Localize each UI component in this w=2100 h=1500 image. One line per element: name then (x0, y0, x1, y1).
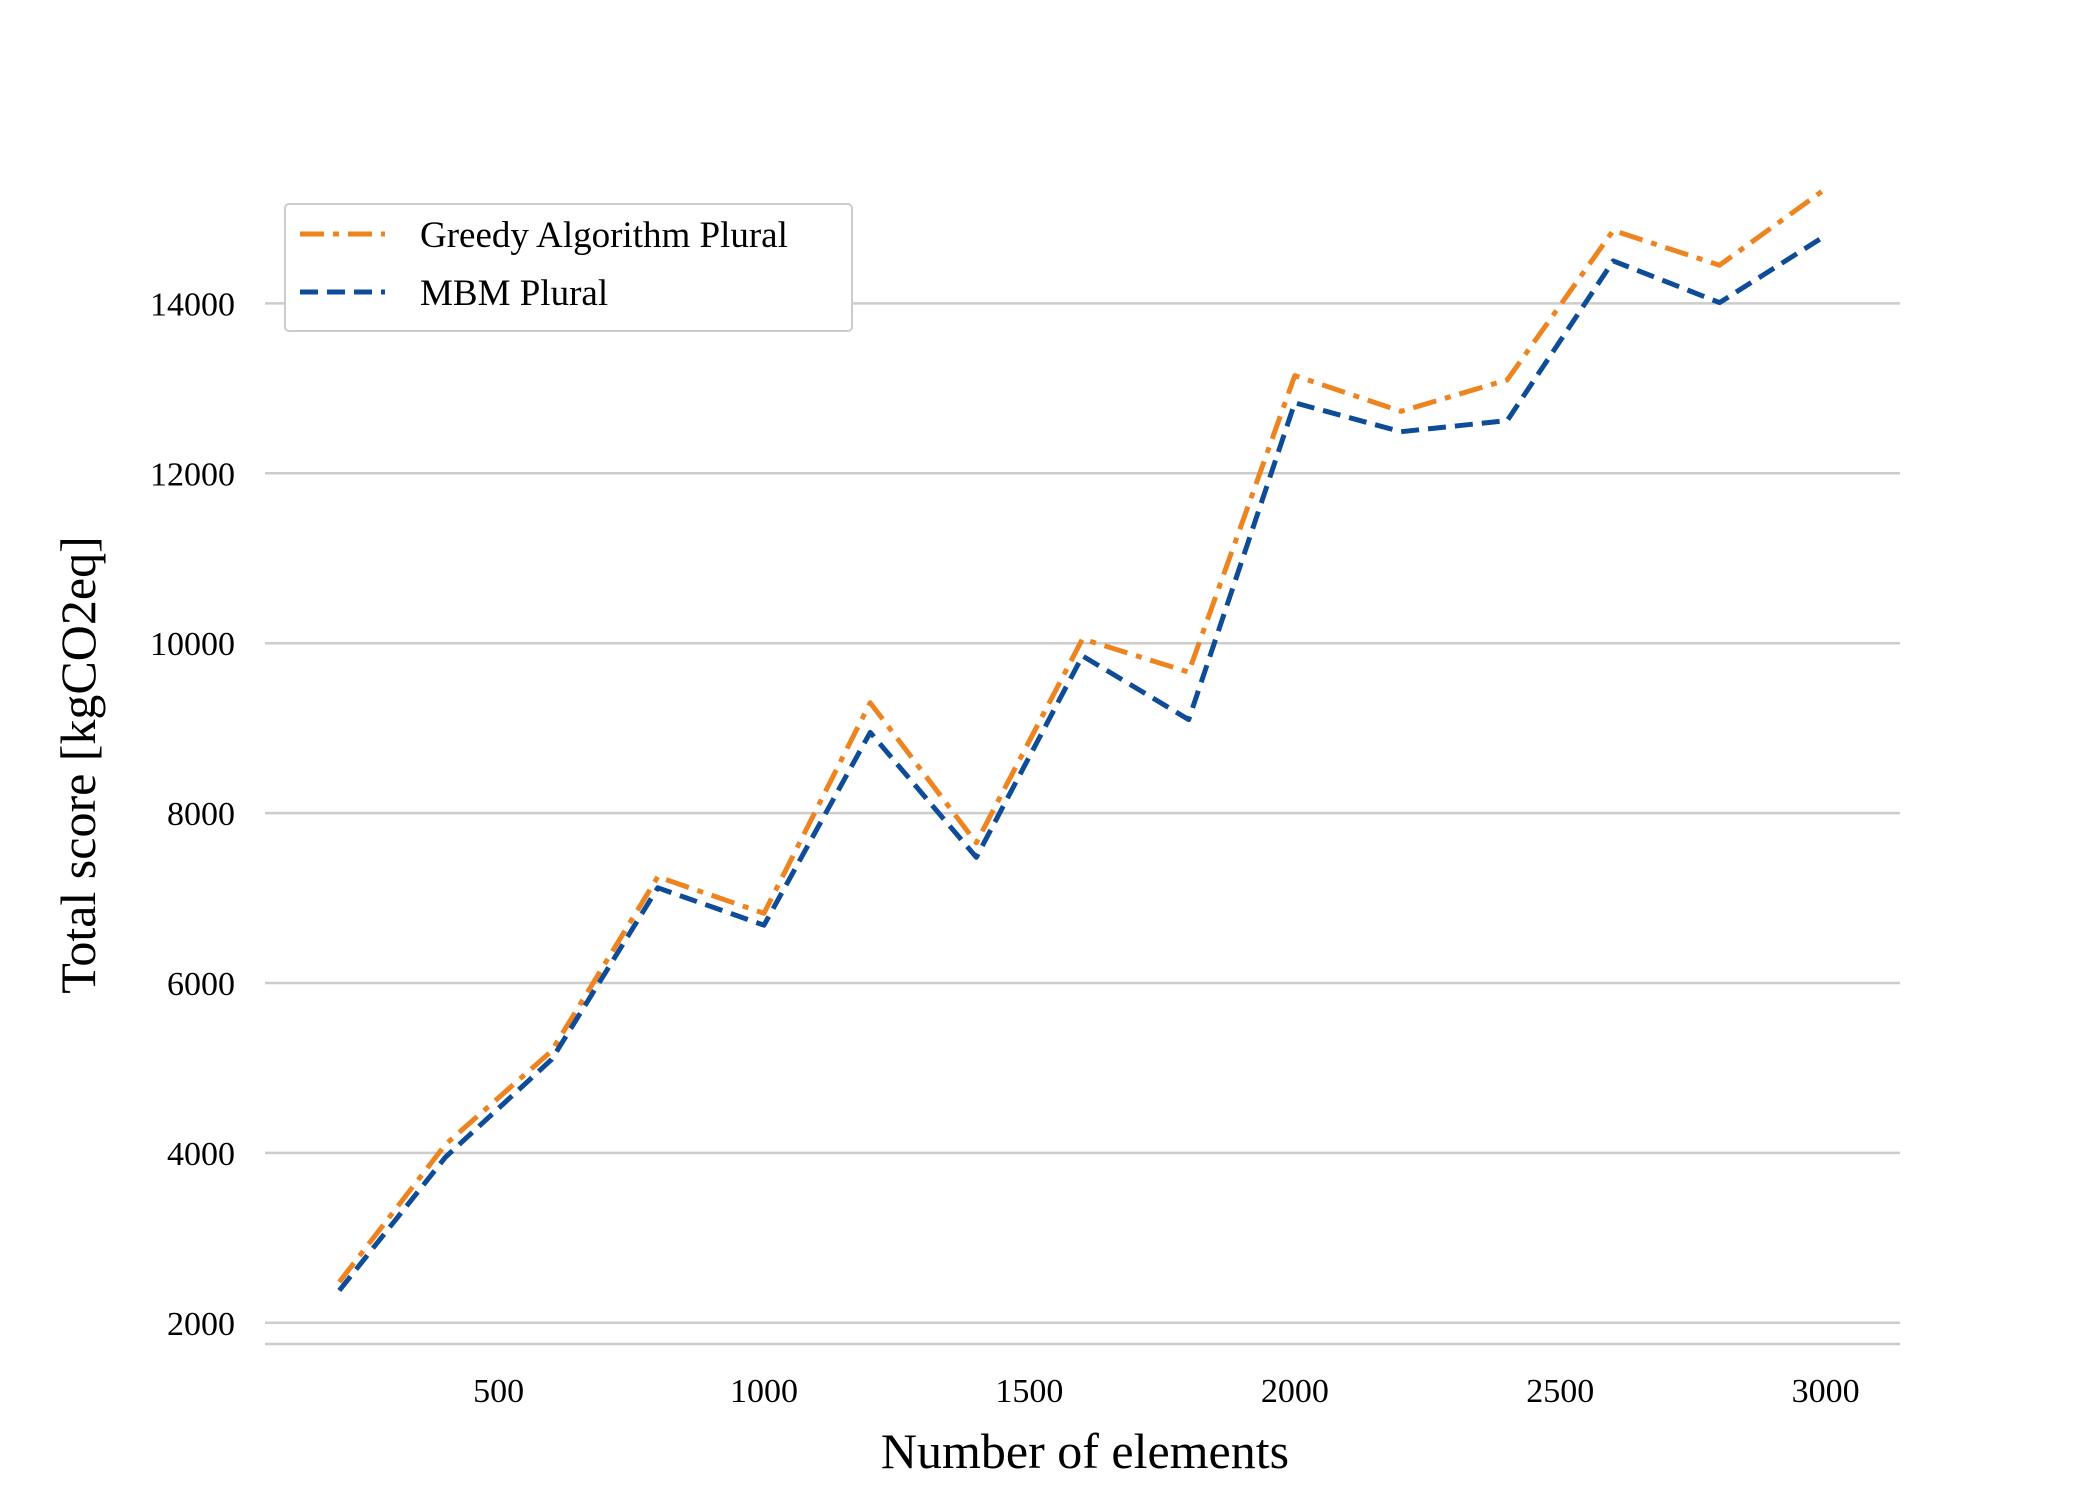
grid-lines (265, 302, 1900, 1346)
series-lines (337, 186, 1828, 1293)
x-tick-label: 1500 (995, 1373, 1063, 1410)
x-tick-label: 3000 (1792, 1373, 1860, 1410)
tick-labels: 2000 4000 6000 8000 10000 12000 14000 500 1000 15… (150, 286, 1860, 1410)
y-axis-title: Total score [kgCO2eq] (50, 536, 106, 993)
series-line-greedy (337, 186, 1828, 1284)
legend-box (284, 203, 853, 332)
y-tick-label: 8000 (167, 796, 235, 833)
series-line-mbm (337, 233, 1828, 1293)
y-tick-label: 6000 (167, 966, 235, 1003)
y-tick-label: 14000 (150, 286, 235, 323)
y-tick-label: 2000 (167, 1306, 235, 1343)
x-axis-title: Number of elements (881, 1423, 1289, 1479)
x-tick-label: 2500 (1526, 1373, 1594, 1410)
x-tick-label: 500 (473, 1373, 524, 1410)
x-tick-label: 2000 (1261, 1373, 1329, 1410)
y-tick-label: 4000 (167, 1136, 235, 1173)
legend: Greedy Algorithm Plural MBM Plural (284, 203, 853, 332)
legend-label-greedy: Greedy Algorithm Plural (420, 215, 788, 256)
legend-label-mbm: MBM Plural (420, 273, 608, 314)
y-tick-label: 10000 (150, 626, 235, 663)
x-tick-label: 1000 (730, 1373, 798, 1410)
y-tick-label: 12000 (150, 456, 235, 493)
